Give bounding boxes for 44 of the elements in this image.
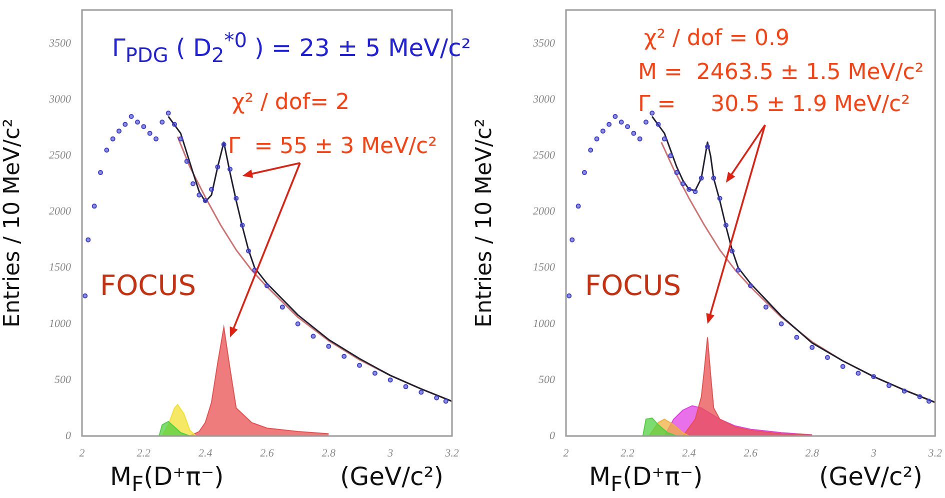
annotation: M = 2463.5 ± 1.5 MeV/c² xyxy=(638,60,924,85)
y-axis-title: Entries / 10 MeV/c² xyxy=(472,118,497,328)
annotation: χ² / dof= 2 xyxy=(232,90,350,115)
x-tick-label: 2.2 xyxy=(620,447,635,460)
y-tick-label: 500 xyxy=(538,374,556,386)
annotation: Γ = 55 ± 3 MeV/c² xyxy=(228,134,437,159)
y-tick-label: 2000 xyxy=(533,206,556,218)
annotation: FOCUS xyxy=(585,269,681,302)
text: (GeV/c²) xyxy=(819,462,923,491)
y-tick-label: 0 xyxy=(66,430,72,442)
text: (GeV/c²) xyxy=(340,462,444,491)
y-tick-label: 3000 xyxy=(48,94,72,106)
annotation: Γ$_{PDG}$ ( D$_{2}$$^{*0}$ ) = 23 ± 5 MeV/c² xyxy=(112,28,471,67)
x-tick-label: 2.6 xyxy=(260,447,274,460)
x-tick-label: 2 xyxy=(79,447,86,460)
annotation: Γ = 30.5 ± 1.9 MeV/c² xyxy=(638,92,910,117)
x-tick-label: 3 xyxy=(386,447,394,460)
y-tick-label: 500 xyxy=(54,374,72,386)
x-axis-title: M$_{F}$(D⁺π⁻) xyxy=(589,462,703,496)
y-tick-label: 2000 xyxy=(49,206,72,218)
x-tick-label: 2.8 xyxy=(805,447,820,460)
x-tick-label: 3.2 xyxy=(927,447,942,460)
y-tick-label: 3500 xyxy=(532,38,556,50)
x-tick-label: 2 xyxy=(563,447,570,460)
x-tick-label: 3.2 xyxy=(444,447,460,460)
y-axis-title: Entries / 10 MeV/c² xyxy=(0,118,25,328)
y-tick-label: 3000 xyxy=(532,94,556,106)
y-tick-label: 0 xyxy=(550,430,556,442)
annotation: FOCUS xyxy=(100,269,196,302)
y-tick-label: 2500 xyxy=(49,150,72,162)
x-tick-label: 2.4 xyxy=(198,447,213,460)
y-tick-label: 1000 xyxy=(49,318,72,330)
x-tick-label: 2.4 xyxy=(682,447,696,460)
x-axis-title: M$_{F}$(D⁺π⁻) xyxy=(110,462,224,496)
x-tick-label: 3 xyxy=(870,447,877,460)
annotation: χ² / dof = 0.9 xyxy=(644,26,790,51)
x-tick-label: 2.2 xyxy=(136,447,152,460)
y-tick-label: 2500 xyxy=(533,150,556,162)
x-tick-label: 2.6 xyxy=(744,447,758,460)
y-tick-label: 1500 xyxy=(533,262,556,274)
y-tick-label: 3500 xyxy=(48,38,72,50)
y-tick-label: 1000 xyxy=(533,318,556,330)
y-tick-label: 1500 xyxy=(49,262,72,274)
x-tick-label: 2.8 xyxy=(322,447,336,460)
